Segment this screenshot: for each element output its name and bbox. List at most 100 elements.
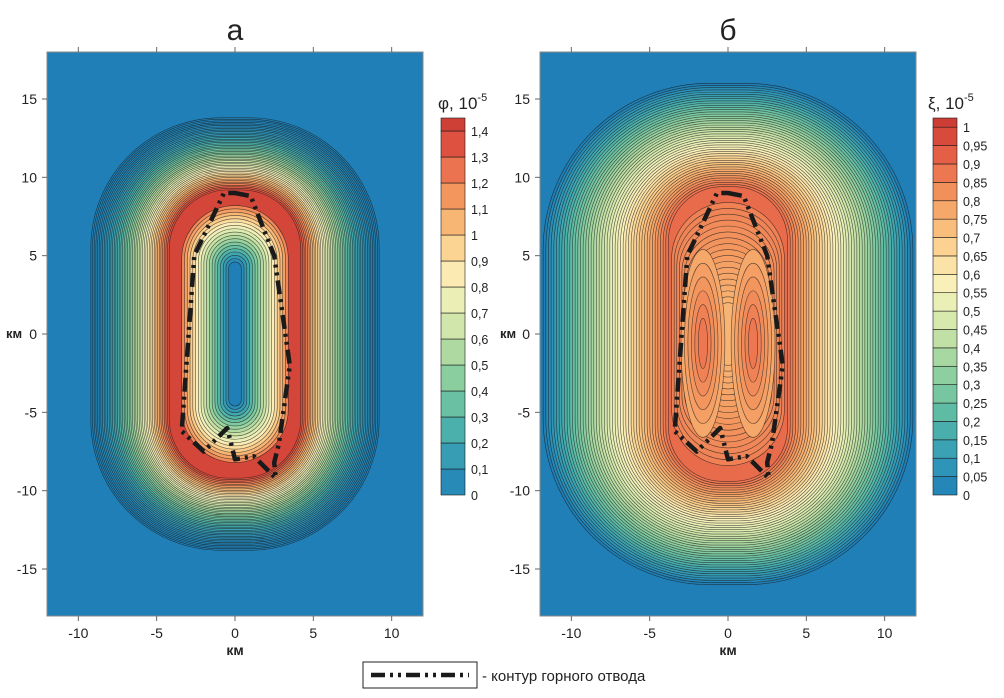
panel-b-colorbar-label: 0,85 (963, 176, 987, 190)
panel-b-colorbar-segment (932, 200, 958, 220)
panel-b-colorbar-segment (932, 117, 958, 128)
panel-b-colorbar-label: 0,15 (963, 434, 987, 448)
panel-b-colorbar-label: 0,2 (963, 415, 980, 429)
panel-b-maximum-lobe (748, 318, 759, 369)
panel-a-colorbar-segment (440, 442, 466, 470)
panel-a-colorbar-label: 0,9 (471, 255, 488, 269)
panel-b-colorbar-label: 0,9 (963, 158, 980, 172)
panel-a-colorbar-label: 0,8 (471, 281, 488, 295)
panel-b-maximum-lobe (697, 318, 708, 369)
panel-a-colorbar-label: 0,7 (471, 307, 488, 321)
panel-b-x-tick-label: 0 (724, 625, 732, 641)
panel-a-colorbar-symbol: φ (438, 94, 449, 113)
panel-b-colorbar-label: 0,1 (963, 452, 980, 466)
panel-b: б -10 -5 0 5 10 15 10 5 0 -5 -10 -15 км км 0 0,05 0,… (500, 14, 987, 658)
panel-b-colorbar-segment (932, 329, 958, 349)
panel-b-colorbar-segment (932, 292, 958, 312)
panel-a-colorbar-label: 1 (471, 229, 478, 243)
panel-a-field (47, 52, 423, 616)
panel-b-colorbar-segment (932, 365, 958, 385)
panel-b-colorbar-title: ξ, 10-5 (928, 92, 974, 113)
panel-b-x-tick-label: 10 (877, 625, 893, 641)
panel-b-colorbar-symbol: ξ (928, 94, 936, 113)
panel-a-x-tick-label: -10 (68, 625, 88, 641)
panel-b-x-ticks: -10 -5 0 5 10 (561, 47, 893, 641)
panel-b-colorbar-segment (932, 274, 958, 294)
panel-b-colorbar-segment (932, 402, 958, 422)
panel-b-colorbar-label: 0,7 (963, 232, 980, 246)
panel-a-y-axis-label: км (6, 326, 22, 341)
panel-a-mining-boundary (179, 190, 293, 481)
panel-a: а -10 -5 0 5 10 15 10 5 0 -5 -10 -15 км км 0 0,1 0,2… (6, 14, 488, 658)
panel-a-y-ticks: 15 10 5 0 -5 -10 -15 (17, 91, 47, 577)
panel-a-x-tick-label: 10 (384, 625, 400, 641)
panel-b-colorbar-segment (932, 384, 958, 404)
panel-a-colorbar-segment (440, 182, 466, 210)
panel-a-colorbar-segment (440, 390, 466, 418)
panel-b-colorbar-exponent: -5 (964, 92, 974, 104)
panel-a-colorbar-segment (440, 208, 466, 236)
panel-b-colorbar-label: 0,35 (963, 360, 987, 374)
panel-a-y-tick-label: -15 (17, 561, 37, 577)
panel-a-colorbar-segment (440, 156, 466, 184)
panel-a-colorbar-segment (440, 130, 466, 158)
panel-a-y-tick-label: -10 (17, 483, 37, 499)
panel-b-colorbar-label: 1 (963, 121, 970, 135)
panel-b-y-tick-label: -15 (510, 561, 530, 577)
panel-b-colorbar-segment (932, 439, 958, 459)
panel-a-colorbar-label: 0,1 (471, 463, 488, 477)
panel-a-colorbar-segment (440, 416, 466, 444)
panel-b-colorbar-segment (932, 255, 958, 275)
panel-a-y-tick-label: 10 (21, 169, 37, 185)
panel-a-x-tick-label: 0 (231, 625, 239, 641)
panel-b-x-axis-label: км (719, 642, 736, 658)
panel-b-colorbar-segment (932, 237, 958, 257)
panel-a-colorbar-title: φ, 10-5 (438, 92, 487, 113)
panel-a-x-tick-label: -5 (150, 625, 163, 641)
panel-b-colorbar-segment (932, 182, 958, 202)
panel-b-colorbar-label: 0,6 (963, 268, 980, 282)
panel-b-label: б (719, 14, 736, 47)
panel-a-colorbar-segment (440, 312, 466, 340)
legend: - контур горного отвода (362, 661, 646, 689)
panel-b-y-ticks: 15 10 5 0 -5 -10 -15 (510, 91, 540, 577)
panel-b-y-tick-label: 15 (514, 91, 530, 107)
panel-a-x-ticks: -10 -5 0 5 10 (68, 47, 400, 641)
panel-b-colorbar: 0 0,05 0,1 0,15 0,2 0,25 0,3 0,35 0,4 0,45 0,5 0,55… (932, 117, 987, 503)
panel-a-y-tick-label: 15 (21, 91, 37, 107)
panel-a-colorbar-label: 0,5 (471, 359, 488, 373)
panel-a-colorbar-exponent: -5 (477, 92, 487, 104)
panel-b-colorbar-segment (932, 347, 958, 367)
panel-a-colorbar-label: 0,4 (471, 385, 488, 399)
panel-b-mining-boundary (672, 190, 786, 481)
panel-a-label: а (227, 14, 244, 47)
panel-a-colorbar-label: 1,3 (471, 151, 488, 165)
panel-a-colorbar-segment (440, 260, 466, 288)
panel-b-colorbar-label: 0,05 (963, 471, 987, 485)
panel-a-x-tick-label: 5 (309, 625, 317, 641)
panel-a-colorbar-segment (440, 364, 466, 392)
panel-b-colorbar-label: 0,45 (963, 323, 987, 337)
panel-b-colorbar-segment (932, 145, 958, 165)
panel-a-colorbar-label: 1,1 (471, 203, 488, 217)
panel-b-colorbar-label: 0,5 (963, 305, 980, 319)
panel-a-colorbar-label: 1,2 (471, 177, 488, 191)
panel-a-colorbar-label: 1,4 (471, 125, 488, 139)
panel-b-colorbar-segment (932, 163, 958, 183)
panel-b-colorbar-label: 0,65 (963, 250, 987, 264)
panel-a-colorbar-segment (440, 338, 466, 366)
panel-b-colorbar-label: 0,3 (963, 379, 980, 393)
panel-b-colorbar-label: 0,4 (963, 342, 980, 356)
panel-b-colorbar-segment (932, 421, 958, 441)
panel-b-y-tick-label: 5 (522, 248, 530, 264)
panel-b-colorbar-segment (932, 310, 958, 330)
panel-b-y-tick-label: -10 (510, 483, 530, 499)
panel-b-colorbar-label: 0,55 (963, 287, 987, 301)
panel-b-colorbar-label: 0,95 (963, 140, 987, 154)
panel-b-field (540, 52, 916, 616)
panel-b-colorbar-segment (932, 218, 958, 238)
panel-a-colorbar-scale: 10 (458, 94, 477, 113)
panel-b-colorbar-segment (932, 457, 958, 477)
panel-a-colorbar-label: 0,6 (471, 333, 488, 347)
panel-b-y-tick-label: 0 (522, 326, 530, 342)
